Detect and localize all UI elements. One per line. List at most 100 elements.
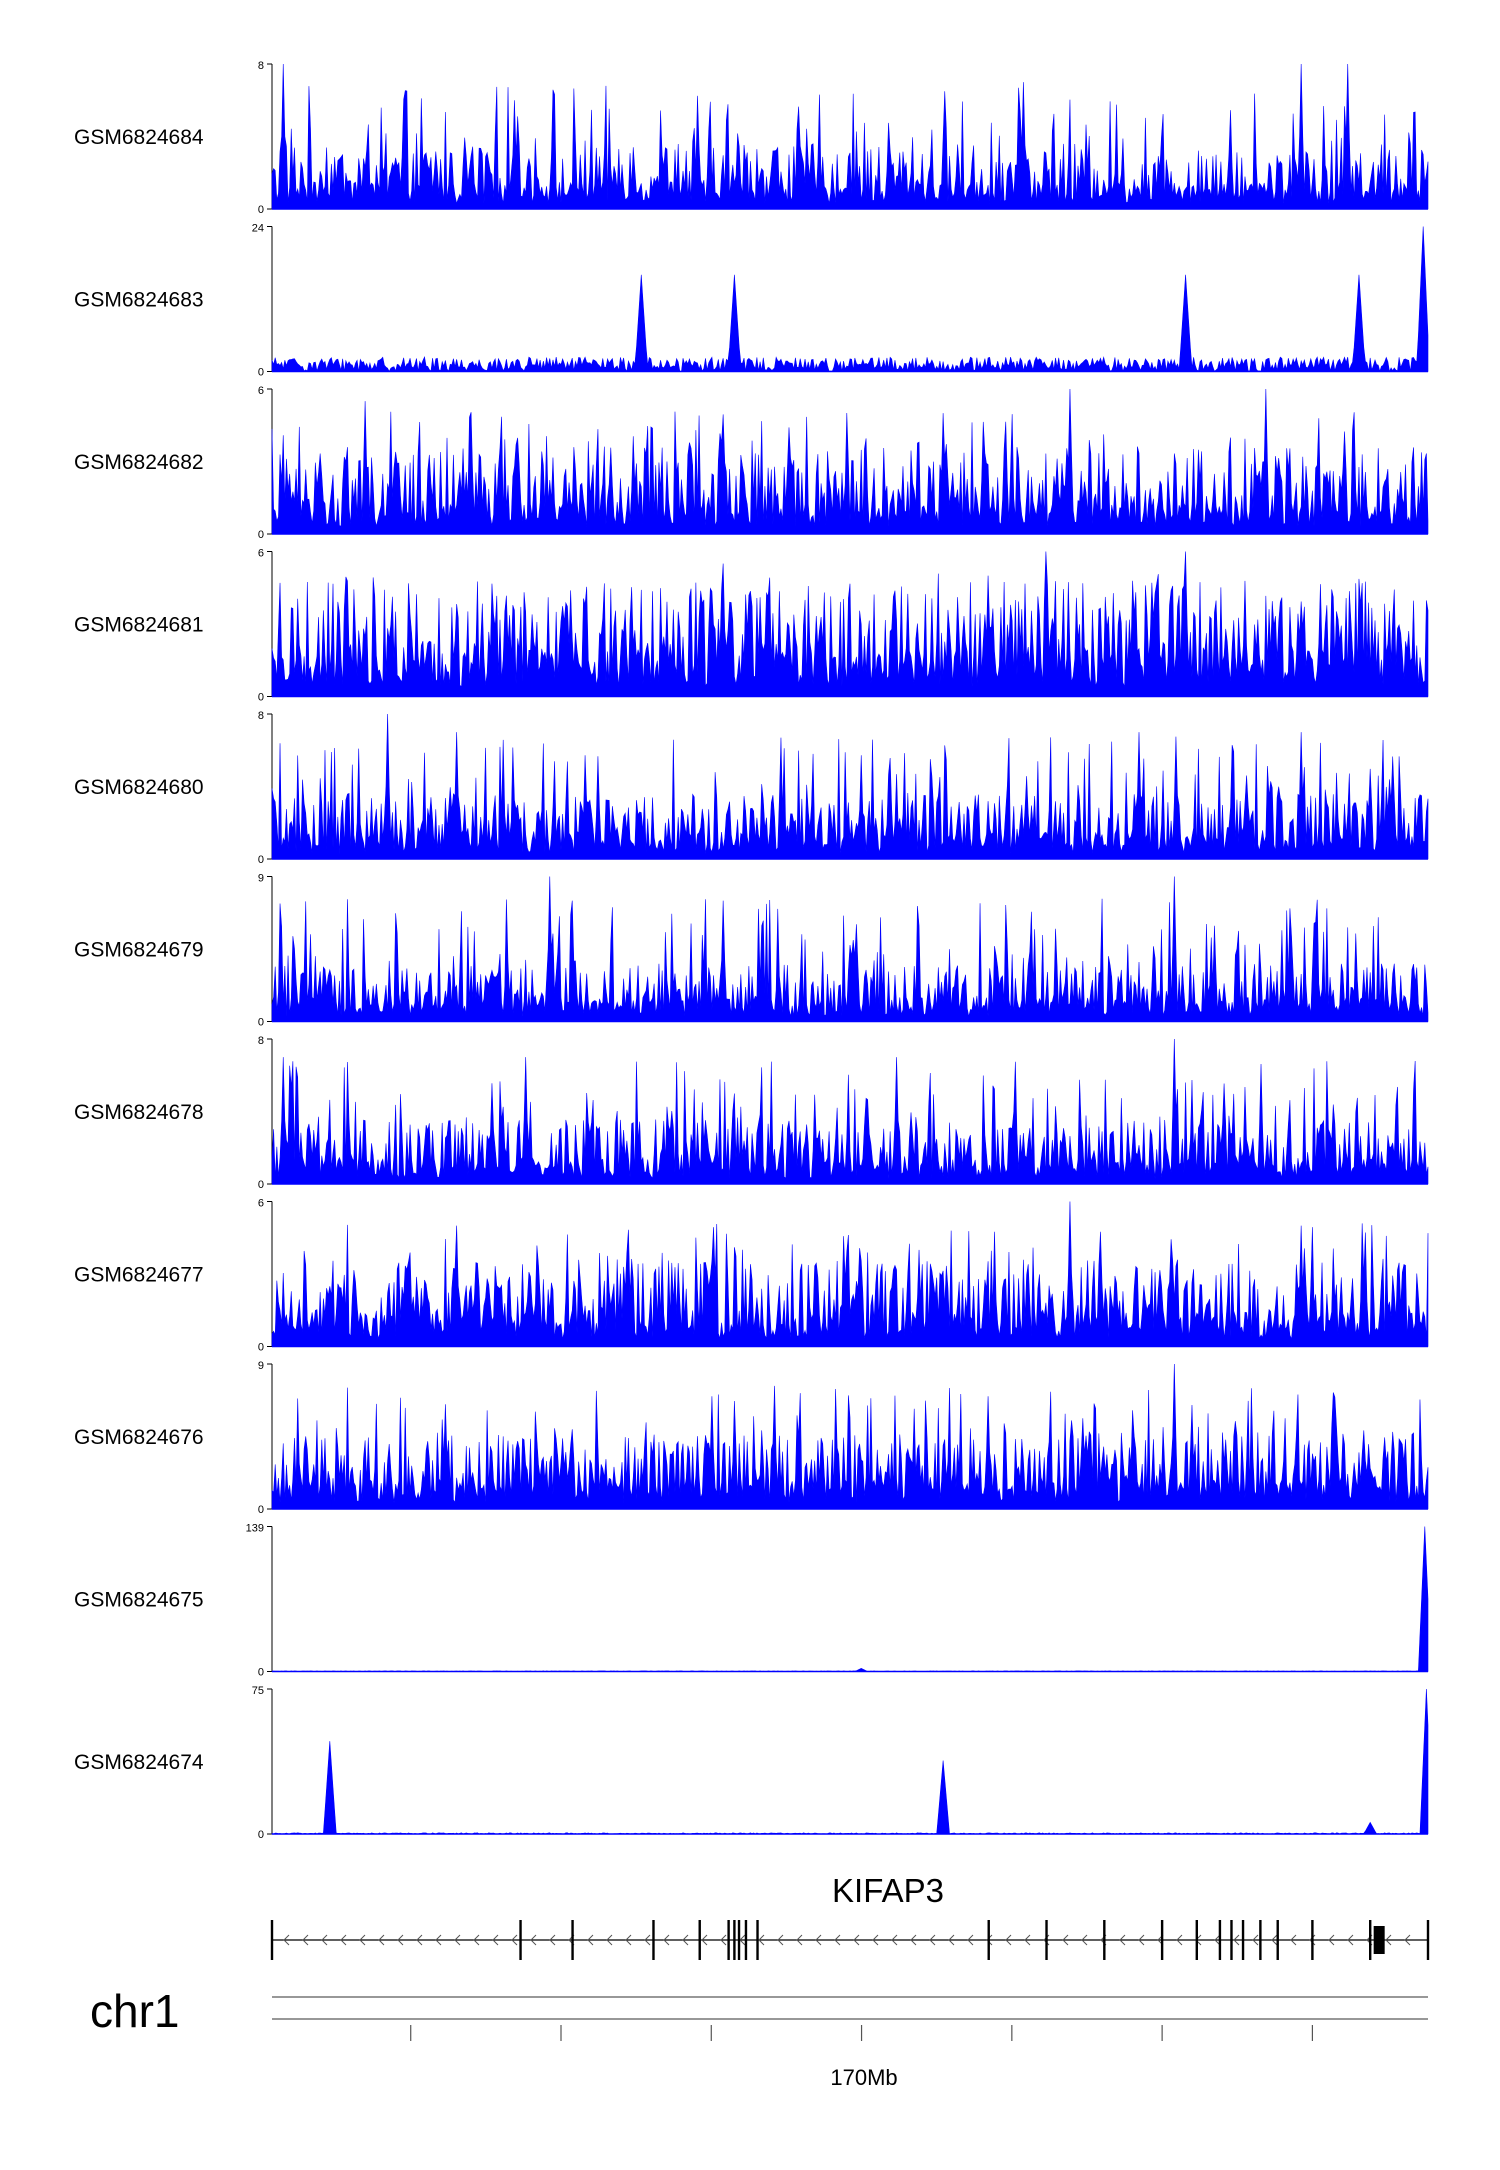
track-label: GSM6824676 bbox=[74, 1426, 204, 1449]
track-GSM6824679: GSM6824679 9 0 bbox=[74, 873, 1429, 1029]
gene-exon bbox=[1230, 1920, 1233, 1960]
strand-arrow bbox=[967, 1934, 974, 1946]
strand-arrow bbox=[1005, 1934, 1012, 1946]
strand-arrow bbox=[720, 1934, 727, 1946]
signal-area bbox=[271, 388, 1429, 535]
y-min-label: 0 bbox=[258, 1667, 264, 1679]
strand-arrow bbox=[834, 1934, 841, 1946]
strand-arrow bbox=[473, 1934, 480, 1946]
strand-arrow bbox=[511, 1934, 518, 1946]
signal-area bbox=[271, 1363, 1429, 1510]
y-max-label: 9 bbox=[258, 1360, 264, 1372]
y-min-label: 0 bbox=[258, 854, 264, 866]
signal-tracks: GSM682468480GSM6824683240GSM682468260GSM… bbox=[74, 60, 1429, 1841]
strand-arrow bbox=[302, 1934, 309, 1946]
signal-area bbox=[271, 226, 1429, 373]
strand-arrow bbox=[606, 1934, 613, 1946]
track-label: GSM6824679 bbox=[74, 939, 204, 962]
track-GSM6824678: GSM6824678 8 0 bbox=[74, 1035, 1429, 1191]
track-GSM6824676: GSM6824676 9 0 bbox=[74, 1360, 1429, 1516]
gene-exon bbox=[733, 1920, 736, 1960]
chromosome-label: chr1 bbox=[90, 1985, 179, 2037]
strand-arrow bbox=[1385, 1934, 1392, 1946]
strand-arrow bbox=[1271, 1934, 1278, 1946]
y-max-label: 139 bbox=[246, 1523, 264, 1535]
strand-arrow bbox=[378, 1934, 385, 1946]
strand-arrow bbox=[986, 1934, 993, 1946]
track-label: GSM6824682 bbox=[74, 451, 204, 474]
gene-exon bbox=[1218, 1920, 1222, 1960]
signal-area bbox=[271, 1526, 1429, 1672]
strand-arrow bbox=[1233, 1934, 1240, 1946]
track-label: GSM6824680 bbox=[74, 776, 204, 799]
strand-arrow bbox=[758, 1934, 765, 1946]
gene-track: KIFAP3 bbox=[270, 1872, 1430, 1960]
y-min-label: 0 bbox=[258, 204, 264, 216]
strand-arrow bbox=[1347, 1934, 1354, 1946]
gene-exon bbox=[1195, 1920, 1198, 1960]
strand-arrow bbox=[1290, 1934, 1297, 1946]
ruler bbox=[410, 2025, 1314, 2041]
chromosome-axis: chr1 170Mb bbox=[90, 1985, 1428, 2090]
gene-exon bbox=[756, 1920, 759, 1960]
gene-exon bbox=[1103, 1920, 1106, 1960]
signal-area bbox=[271, 551, 1429, 697]
signal-area bbox=[271, 1201, 1429, 1347]
strand-arrow bbox=[359, 1934, 366, 1946]
gene-exon bbox=[1311, 1920, 1314, 1960]
strand-arrow bbox=[663, 1934, 670, 1946]
track-label: GSM6824678 bbox=[74, 1101, 204, 1124]
strand-arrow bbox=[701, 1934, 708, 1946]
strand-arrow bbox=[1252, 1934, 1259, 1946]
gene-exon bbox=[1160, 1920, 1164, 1960]
track-GSM6824680: GSM6824680 8 0 bbox=[74, 710, 1429, 866]
y-min-label: 0 bbox=[258, 1342, 264, 1354]
gene-exon bbox=[519, 1920, 522, 1960]
signal-area bbox=[271, 1688, 1429, 1835]
strand-arrow bbox=[283, 1934, 290, 1946]
strand-arrow bbox=[644, 1934, 651, 1946]
y-min-label: 0 bbox=[258, 1504, 264, 1516]
gene-exon bbox=[737, 1920, 741, 1960]
signal-area bbox=[271, 1038, 1429, 1185]
y-min-label: 0 bbox=[258, 1829, 264, 1841]
strand-arrow bbox=[1138, 1934, 1145, 1946]
strand-arrow bbox=[796, 1934, 803, 1946]
track-label: GSM6824681 bbox=[74, 614, 204, 637]
strand-arrow bbox=[1176, 1934, 1183, 1946]
strand-arrow bbox=[1062, 1934, 1069, 1946]
x-tick-label: 170Mb bbox=[830, 2065, 897, 2090]
y-max-label: 6 bbox=[258, 1198, 264, 1210]
strand-arrow bbox=[435, 1934, 442, 1946]
strand-arrow bbox=[340, 1934, 347, 1946]
strand-arrow bbox=[454, 1934, 461, 1946]
gene-exon bbox=[571, 1920, 574, 1960]
y-max-label: 8 bbox=[258, 710, 264, 722]
gene-model bbox=[270, 1920, 1430, 1960]
gene-exon bbox=[1369, 1920, 1372, 1960]
gene-exon bbox=[727, 1920, 730, 1960]
track-label: GSM6824683 bbox=[74, 289, 204, 312]
gene-exon bbox=[1276, 1920, 1279, 1960]
track-GSM6824674: GSM6824674 75 0 bbox=[74, 1685, 1429, 1841]
gene-exon bbox=[652, 1920, 655, 1960]
strand-arrow bbox=[910, 1934, 917, 1946]
y-min-label: 0 bbox=[258, 1017, 264, 1029]
strand-arrow bbox=[929, 1934, 936, 1946]
y-max-label: 24 bbox=[252, 223, 264, 235]
track-label: GSM6824675 bbox=[74, 1589, 204, 1612]
strand-arrow bbox=[416, 1934, 423, 1946]
signal-area bbox=[271, 713, 1429, 860]
y-min-label: 0 bbox=[258, 367, 264, 379]
strand-arrow bbox=[1214, 1934, 1221, 1946]
y-min-label: 0 bbox=[258, 1179, 264, 1191]
track-GSM6824675: GSM6824675 139 0 bbox=[74, 1523, 1429, 1679]
strand-arrow bbox=[682, 1934, 689, 1946]
y-max-label: 8 bbox=[258, 60, 264, 72]
signal-area bbox=[271, 876, 1429, 1022]
gene-exon bbox=[698, 1920, 701, 1960]
y-max-label: 8 bbox=[258, 1035, 264, 1047]
track-label: GSM6824684 bbox=[74, 126, 204, 149]
gene-exon bbox=[744, 1920, 748, 1960]
strand-arrow bbox=[397, 1934, 404, 1946]
